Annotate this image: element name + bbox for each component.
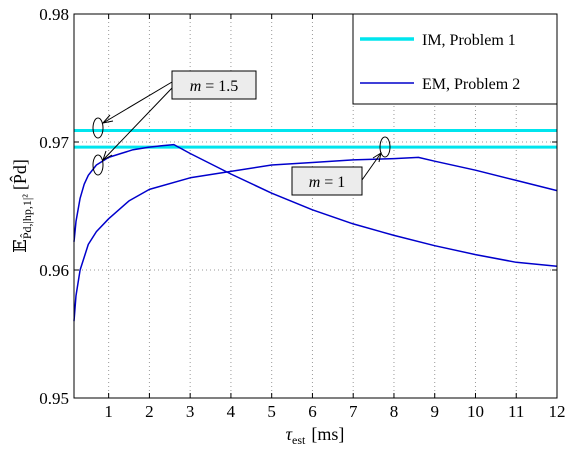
annotation-arrow-m1: [361, 152, 382, 181]
tick-labels: 1 2 3 4 5 6 7 8 9 10 11 120.950.960.970.98: [39, 5, 565, 421]
annotation-eq: =: [201, 78, 218, 95]
legend-box: [352, 13, 558, 105]
annotation-var: m: [190, 78, 202, 95]
x-tick-label: 10: [467, 402, 484, 421]
y-tick-label: 0.95: [39, 389, 69, 408]
annotation-val: 1: [337, 174, 345, 191]
annotation-ellipse-lower: [92, 154, 104, 176]
annotation-box-1-5: [171, 70, 257, 100]
y-tick-label: 0.97: [39, 133, 69, 152]
annotation-arrowhead-m1: [372, 151, 382, 163]
annotation-ellipse-upper: [92, 117, 104, 139]
x-axis-symbol: τ: [286, 424, 293, 444]
annotation-arrow-lower: [102, 87, 173, 161]
x-tick-label: 4: [227, 402, 236, 421]
x-tick-label: 3: [186, 402, 195, 421]
x-tick-label: 11: [508, 402, 524, 421]
x-tick-label: 5: [267, 402, 276, 421]
x-axis-label: τest [ms]: [286, 424, 345, 447]
x-tick-label: 12: [549, 402, 566, 421]
annotation-ellipse-m1: [379, 136, 391, 158]
x-axis-subscript: est: [292, 433, 306, 447]
annotation-var: m: [309, 174, 321, 191]
legend-label-em: EM, Problem 2: [422, 76, 520, 93]
legend: IM, Problem 1 EM, Problem 2: [352, 13, 558, 105]
x-tick-label: 8: [390, 402, 399, 421]
annotation-arrowhead-lower: [102, 150, 113, 162]
x-tick-label: 1: [104, 402, 113, 421]
x-axis-unit: [ms]: [311, 424, 344, 444]
annotation-arrowhead-upper: [101, 114, 114, 124]
y-axis-subscript: P̂d,|hp,1|²: [20, 194, 34, 239]
y-tick-label: 0.98: [39, 5, 69, 24]
series-line-2: [73, 143, 558, 267]
series-lines: [73, 129, 558, 322]
annotation-text-1: m = 1: [309, 174, 346, 191]
annotation-eq: =: [320, 174, 337, 191]
x-tick-label: 9: [430, 402, 439, 421]
y-axis-label: 𝔼P̂d,|hp,1|² [P̂d]: [9, 159, 34, 253]
y-axis-argument: [P̂d]: [9, 159, 30, 190]
annotation-text-1-5: m = 1.5: [190, 78, 239, 95]
annotation-val: 1.5: [218, 78, 238, 95]
plot-frame: [73, 13, 558, 399]
x-tick-label: 7: [349, 402, 358, 421]
annotation-box-1: [291, 166, 363, 196]
annotation-m-1-5: m = 1.5: [92, 70, 257, 176]
x-tick-label: 2: [145, 402, 154, 421]
legend-label-im: IM, Problem 1: [422, 32, 516, 49]
y-tick-label: 0.96: [39, 261, 69, 280]
series-line-3: [73, 156, 558, 322]
y-axis-expectation: 𝔼: [10, 239, 30, 253]
x-tick-label: 6: [308, 402, 317, 421]
annotation-m-1: m = 1: [291, 136, 391, 196]
annotation-arrow-upper: [102, 81, 173, 124]
